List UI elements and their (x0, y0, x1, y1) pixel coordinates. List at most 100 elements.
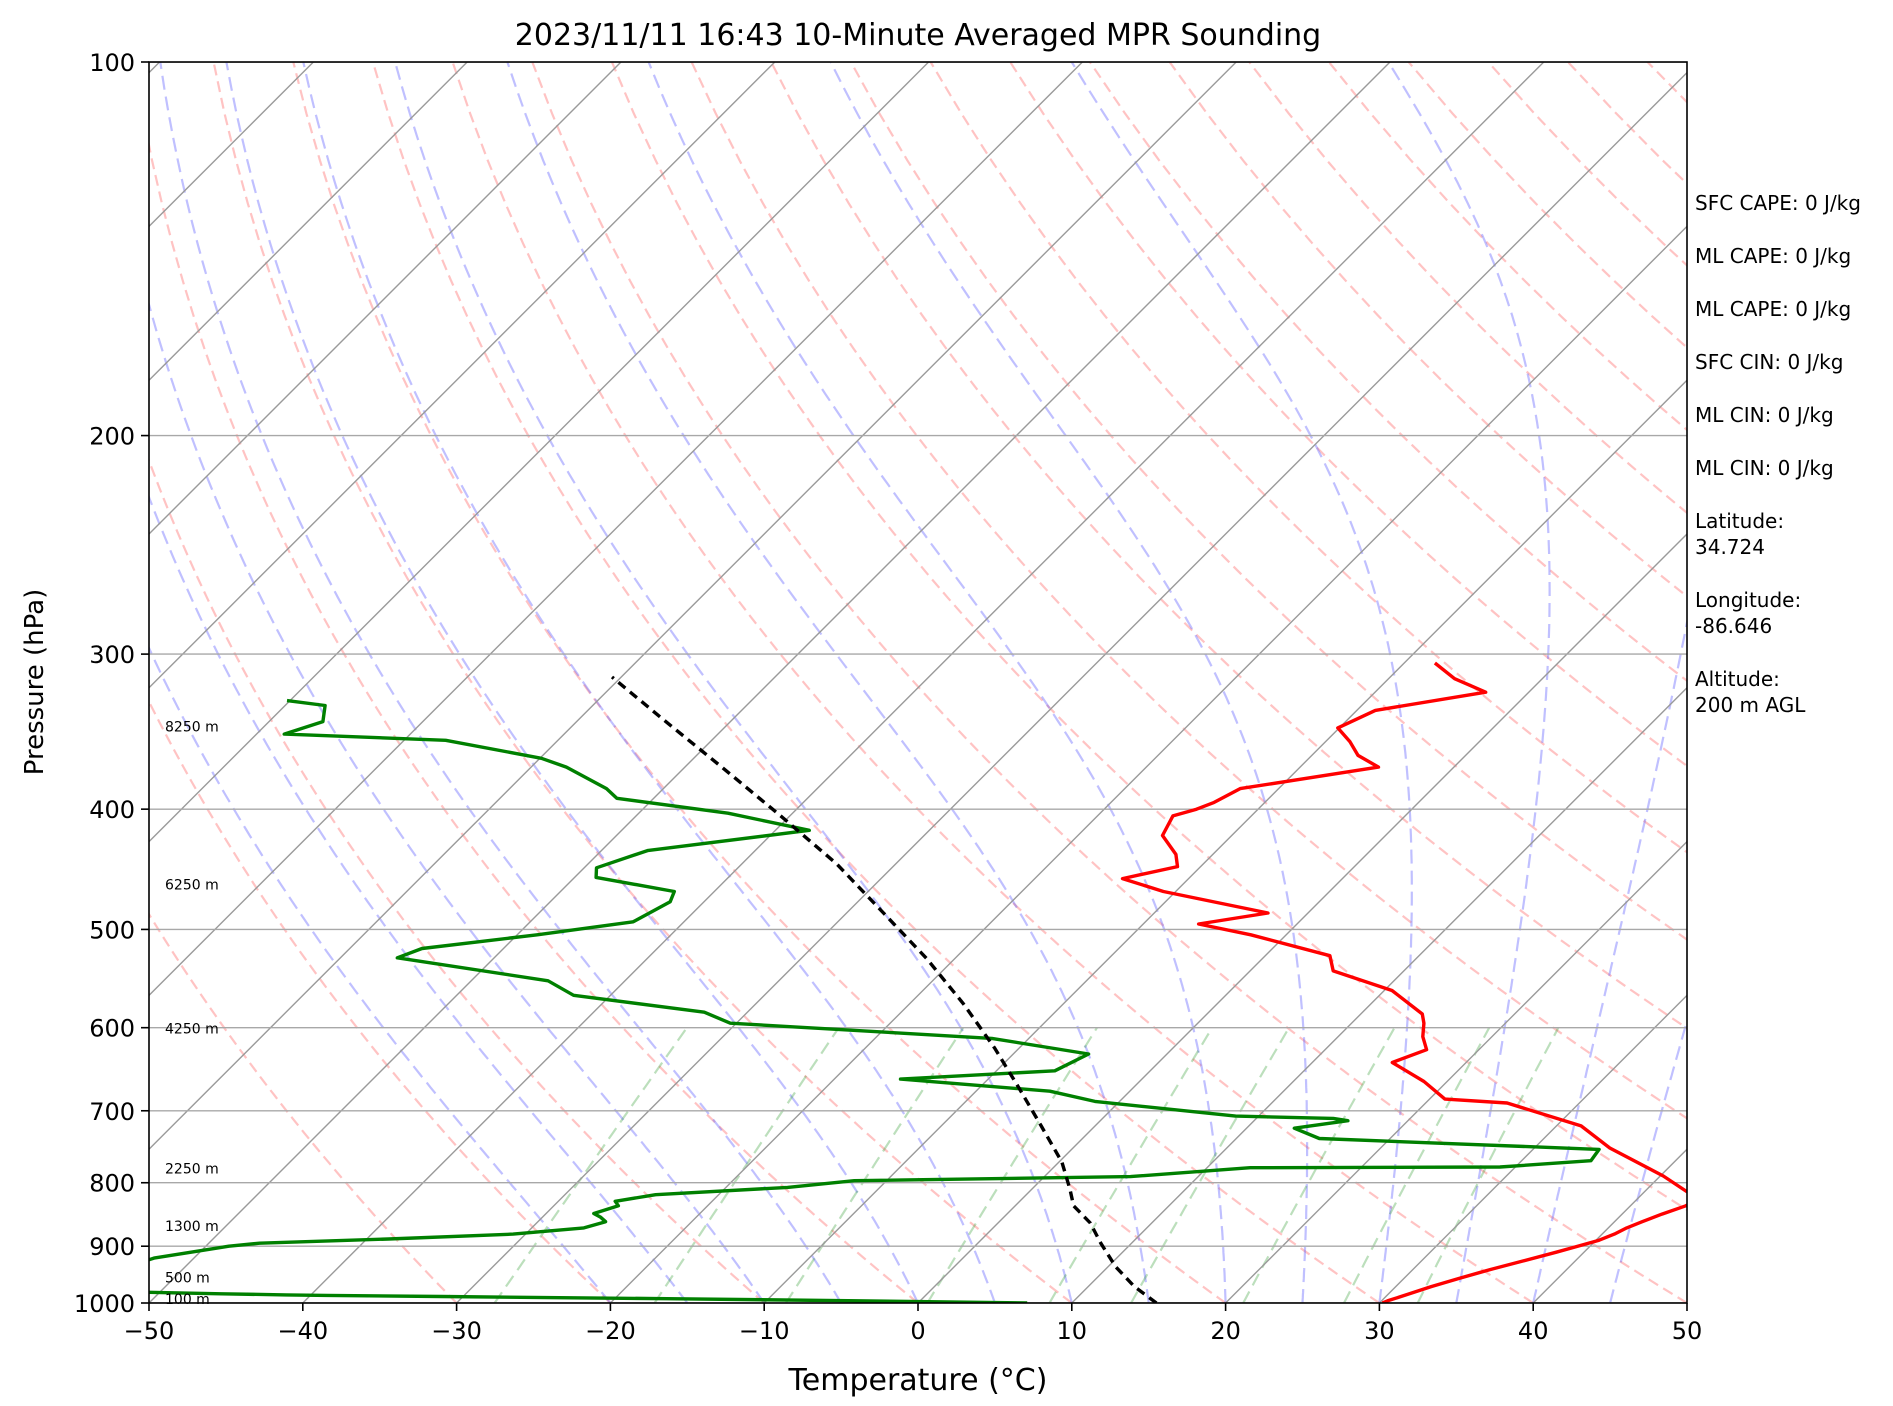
isotherm (149, 62, 622, 535)
moist-adiabat (1387, 62, 1551, 1303)
x-tick-label: −20 (585, 1317, 636, 1345)
moist-adiabat (1070, 62, 1413, 1303)
mixing-ratio-line (1343, 1027, 1491, 1303)
dry-adiabat (1168, 62, 1687, 598)
moist-adiabat (149, 645, 612, 1303)
altitude-info: Altitude: 200 m AGL (1695, 667, 1806, 717)
y-tick-label: 600 (89, 1015, 135, 1043)
sfc-cape-stat: SFC CAPE: 0 J/kg (1695, 191, 1861, 215)
x-axis: −50 −40 −30 −20 −10 0 10 20 30 40 50 (124, 1303, 1703, 1345)
y-tick-label: 400 (89, 796, 135, 824)
mixing-ratio-line (1416, 1027, 1560, 1303)
mixing-ratio-line (1130, 1027, 1290, 1303)
dry-adiabat (292, 62, 1227, 1303)
isotherm (763, 379, 1687, 1303)
height-label: 500 m (165, 1271, 210, 1287)
parcel-trace (610, 675, 1158, 1303)
chart-title: 2023/11/11 16:43 10-Minute Averaged MPR … (515, 18, 1321, 53)
dry-adiabat (149, 457, 765, 1303)
x-tick-label: −30 (431, 1317, 482, 1345)
latitude-info: Latitude: 34.724 (1695, 509, 1785, 559)
height-label: 6250 m (165, 877, 219, 893)
moist-adiabat (1532, 616, 1687, 1303)
sfc-cin-stat: SFC CIN: 0 J/kg (1695, 350, 1844, 374)
height-labels: 8250 m 6250 m 4250 m 2250 m 1300 m 500 m 100 m (165, 719, 219, 1308)
dry-adiabat (849, 62, 1687, 941)
height-label: 2250 m (165, 1161, 219, 1177)
y-tick-label: 500 (89, 916, 135, 944)
y-tick-label: 900 (89, 1233, 135, 1261)
sounding-info-panel: SFC CAPE: 0 J/kg ML CAPE: 0 J/kg ML CAPE… (1695, 190, 1885, 745)
isotherm (917, 533, 1687, 1303)
moist-adiabat (159, 62, 843, 1303)
moist-adiabat (149, 494, 689, 1303)
x-tick-label: 20 (1210, 1317, 1241, 1345)
isotherm (1225, 840, 1687, 1303)
y-tick-label: 300 (89, 641, 135, 669)
moist-adiabat (149, 300, 766, 1303)
dry-adiabat (770, 62, 1687, 1030)
isotherm (149, 62, 930, 843)
isotherm (149, 62, 468, 382)
ml-cin-stat-repeat: ML CIN: 0 J/kg (1695, 456, 1834, 480)
isotherm (302, 62, 1545, 1303)
dry-adiabat (531, 62, 1687, 1303)
y-tick-label: 100 (89, 49, 135, 77)
height-label: 100 m (165, 1292, 210, 1308)
longitude-info: Longitude: -86.646 (1695, 588, 1802, 638)
sounding-traces (149, 661, 1687, 1303)
height-label: 8250 m (165, 719, 219, 735)
moist-adiabat (829, 62, 1309, 1303)
moist-adiabat (506, 62, 1150, 1303)
dry-adiabat (451, 62, 1534, 1303)
moist-adiabat (302, 62, 996, 1303)
moist-adiabat (1609, 1017, 1687, 1303)
temperature-trace (1120, 661, 1687, 1303)
x-tick-label: 30 (1364, 1317, 1395, 1345)
x-axis-label: Temperature (°C) (788, 1363, 1048, 1398)
dry-adiabat (149, 699, 612, 1303)
x-tick-label: 50 (1672, 1317, 1703, 1345)
x-tick-label: 10 (1057, 1317, 1088, 1345)
y-axis: 100 200 300 400 500 600 700 800 900 1000 (74, 49, 149, 1318)
mixing-ratio-line (1048, 1027, 1214, 1303)
dry-adiabat (149, 139, 919, 1303)
y-tick-label: 800 (89, 1170, 135, 1198)
mixing-ratio-line (493, 1027, 688, 1303)
moist-adiabat (394, 62, 1073, 1303)
dewpoint-trace (149, 698, 1601, 1303)
y-tick-label: 700 (89, 1098, 135, 1126)
x-tick-label: −10 (739, 1317, 790, 1345)
y-axis-label: Pressure (hPa) (20, 589, 50, 776)
isotherm (149, 62, 1083, 997)
x-tick-label: 0 (910, 1317, 925, 1345)
ml-cin-stat: ML CIN: 0 J/kg (1695, 403, 1834, 427)
height-label: 1300 m (165, 1219, 219, 1235)
isotherm (149, 62, 776, 689)
y-tick-label: 200 (89, 423, 135, 451)
dry-adiabat (1009, 62, 1687, 768)
isotherm (149, 62, 1237, 1151)
x-tick-label: −40 (277, 1317, 328, 1345)
x-tick-label: −50 (124, 1317, 175, 1345)
mixing-ratio-line (926, 1027, 1098, 1303)
dry-adiabat (149, 912, 458, 1303)
isotherm (149, 62, 1391, 1303)
dry-adiabat (690, 62, 1687, 1120)
isotherm (1071, 686, 1687, 1303)
dry-adiabat (212, 62, 1073, 1303)
moist-adiabat (225, 62, 919, 1303)
ml-cape-stat: ML CAPE: 0 J/kg (1695, 244, 1852, 268)
plot-frame (148, 61, 1688, 1304)
x-tick-label: 40 (1518, 1317, 1549, 1345)
moist-adiabat (647, 62, 1227, 1303)
height-label: 4250 m (165, 1022, 219, 1038)
background-lines (0, 62, 1687, 1303)
isotherm (456, 71, 1687, 1303)
isotherm (0, 62, 6, 1303)
y-tick-label: 1000 (74, 1290, 135, 1318)
isotherm (1378, 994, 1687, 1303)
isotherm (609, 225, 1687, 1303)
ml-cape-stat-repeat: ML CAPE: 0 J/kg (1695, 297, 1852, 321)
